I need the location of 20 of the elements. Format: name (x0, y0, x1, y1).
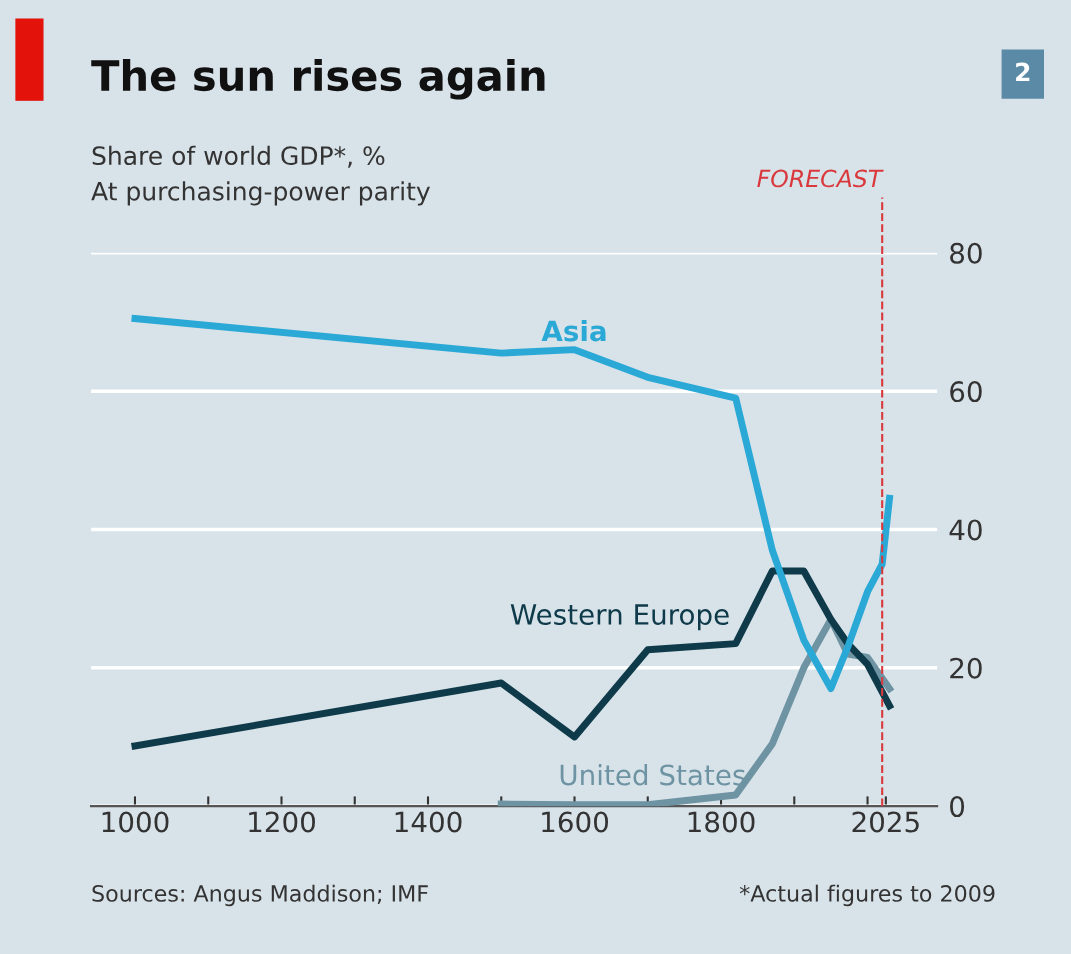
x-tick-label: 1600 (542, 811, 609, 833)
x-tick-label: 1200 (249, 811, 315, 833)
ref-line-label: FORECAST (757, 169, 884, 188)
x-tick-label: 1400 (395, 811, 462, 833)
y-tick-label: 80 (950, 242, 982, 264)
x-tick-label: 1000 (102, 811, 169, 833)
y-tick-label: 0 (950, 796, 965, 818)
text: 2 (1016, 62, 1030, 82)
series-label: United States (560, 764, 746, 786)
text: *Actual figures to 2009 (739, 884, 995, 907)
x-tick-label: 2025 (852, 811, 919, 833)
chart-subtitle: Share of world GDP*, % At purchasing-power parity (91, 145, 430, 206)
y-tick-label: 60 (950, 381, 982, 403)
x-tick-label: 1800 (688, 811, 755, 833)
y-tick-label: 40 (949, 519, 982, 541)
y-tick-label: 20 (950, 657, 982, 679)
chart-title: The sun rises again (91, 58, 545, 100)
series-label: Asia (541, 319, 606, 342)
source-note: Sources: Angus Maddison; IMF (92, 884, 428, 907)
series-label: Western Europe (510, 604, 729, 631)
